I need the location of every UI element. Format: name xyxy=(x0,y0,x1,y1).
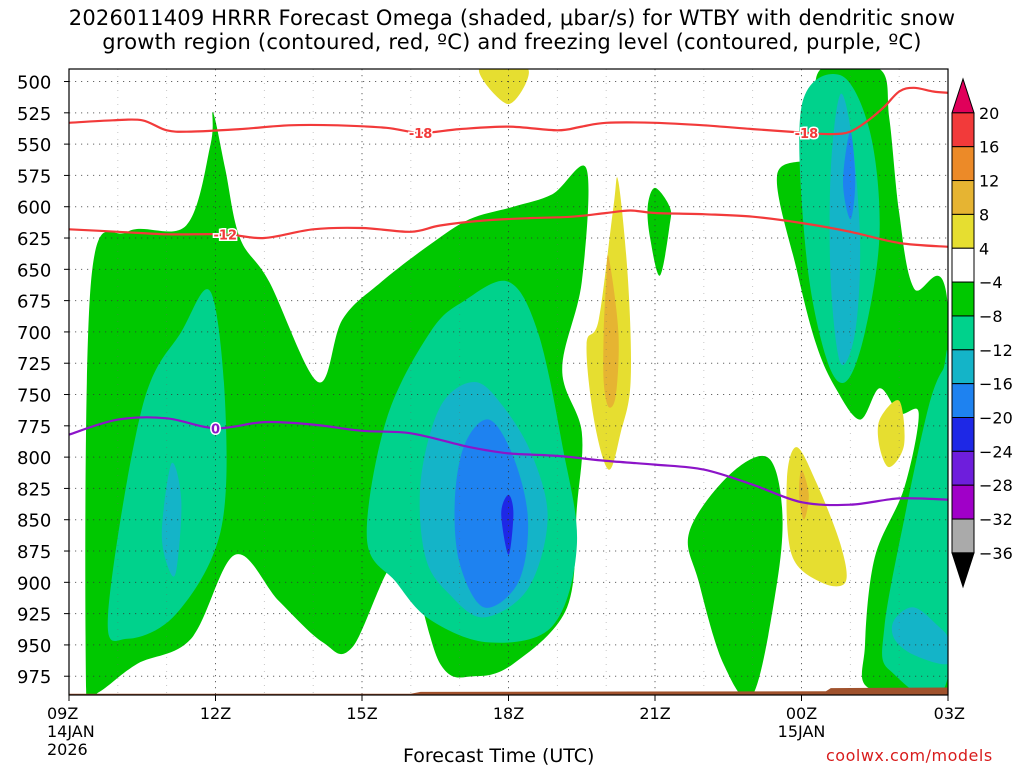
colorbar-top-arrow xyxy=(951,77,975,114)
x-tick-label-00Z: 00Z xyxy=(786,704,817,723)
x-tick-label-21Z: 21Z xyxy=(639,704,670,723)
colorbar-swatch-10 xyxy=(951,417,975,452)
x-tick-date-00Z: 15JAN xyxy=(778,722,826,741)
x-tick-label-15Z: 15Z xyxy=(346,704,377,723)
colorbar-label-1: 16 xyxy=(979,138,999,157)
colorbar-label-8: −16 xyxy=(979,375,1013,394)
colorbar-label-7: −12 xyxy=(979,341,1013,360)
colorbar-swatch-9 xyxy=(951,383,975,418)
y-tick-label-750: 750 xyxy=(17,386,51,407)
colorbar-label-12: −32 xyxy=(979,510,1013,529)
y-tick-label-925: 925 xyxy=(17,605,51,626)
colorbar: 20 16 12 8 4 −4 −8 −12 −16 −20 −24 −28 −32 −36 xyxy=(951,77,1013,589)
omega-region-plus8-19 xyxy=(603,254,619,408)
terrain-fill xyxy=(69,687,948,695)
omega-region-minus16-12 xyxy=(454,419,529,608)
x-tick-year-09Z: 2026 xyxy=(47,740,88,759)
colorbar-swatch-6 xyxy=(951,281,975,317)
colorbar-label-13: −36 xyxy=(979,544,1013,563)
contour-dendritic-minus12 xyxy=(69,209,948,248)
colorbar-label-0: 20 xyxy=(979,104,999,123)
colorbar-label-3: 8 xyxy=(979,205,989,224)
y-tick-label-500: 500 xyxy=(17,73,51,94)
colorbar-swatch-8 xyxy=(951,349,975,385)
terrain-strip xyxy=(69,687,948,695)
y-tick-label-900: 900 xyxy=(17,573,51,594)
y-tick-label-825: 825 xyxy=(17,479,51,500)
y-tick-label-725: 725 xyxy=(17,354,51,375)
x-tick-label-18Z: 18Z xyxy=(493,704,524,723)
y-tick-label-875: 875 xyxy=(17,542,51,563)
colorbar-swatch-3 xyxy=(951,180,975,215)
omega-region-plus4-15 xyxy=(479,69,529,105)
omega-region-minus8-7 xyxy=(882,349,948,695)
y-tick-label-550: 550 xyxy=(17,135,51,156)
y-tick-label-675: 675 xyxy=(17,292,51,313)
y-tick-label-575: 575 xyxy=(17,166,51,187)
contour-dendritic-minus18 xyxy=(69,86,948,136)
colorbar-label-11: −28 xyxy=(979,476,1013,495)
omega-region-minus4-2 xyxy=(647,187,672,276)
y-tick-label-850: 850 xyxy=(17,511,51,532)
y-tick-label-775: 775 xyxy=(17,417,51,438)
colorbar-swatch-13 xyxy=(951,518,975,554)
contour-label-dendritic-minus18-1: -18 xyxy=(795,127,819,142)
chart-title-line2: growth region (contoured, red, ºC) and f… xyxy=(102,30,922,54)
contour-layer: -18 -18 -12 0 xyxy=(69,86,948,507)
colorbar-swatch-5 xyxy=(951,247,975,283)
colorbar-bottom-arrow xyxy=(951,552,975,589)
colorbar-swatch-11 xyxy=(951,450,975,486)
x-tick-label-03Z: 03Z xyxy=(934,704,965,723)
x-axis-title: Forecast Time (UTC) xyxy=(403,745,595,767)
y-tick-label-800: 800 xyxy=(17,448,51,469)
y-tick-label-650: 650 xyxy=(17,260,51,281)
omega-region-minus8-4 xyxy=(107,289,227,641)
colorbar-label-10: −24 xyxy=(979,442,1013,461)
x-tick-label-12Z: 12Z xyxy=(200,704,231,723)
chart-title-line1: 2026011409 HRRR Forecast Omega (shaded, … xyxy=(68,6,956,30)
omega-region-plus4-18 xyxy=(877,400,905,468)
omega-region-minus4-1 xyxy=(687,455,783,695)
colorbar-swatch-2 xyxy=(951,146,975,182)
x-tick-date-09Z: 14JAN xyxy=(47,722,95,741)
y-tick-label-625: 625 xyxy=(17,229,51,250)
y-tick-label-950: 950 xyxy=(17,636,51,657)
gridlines xyxy=(69,69,948,695)
omega-shading-layer xyxy=(85,69,948,695)
y-tick-label-975: 975 xyxy=(17,667,51,688)
y-tick-label-600: 600 xyxy=(17,198,51,219)
y-tick-label-700: 700 xyxy=(17,323,51,344)
colorbar-swatch-12 xyxy=(951,484,975,520)
credit-link[interactable]: coolwx.com/models xyxy=(826,746,993,765)
colorbar-label-4: 4 xyxy=(979,239,989,258)
omega-region-minus12-11 xyxy=(891,607,948,665)
chart-title: 2026011409 HRRR Forecast Omega (shaded, … xyxy=(0,6,1024,54)
contour-label-dendritic-minus12-0: -12 xyxy=(214,228,238,243)
colorbar-swatch-1 xyxy=(951,112,975,148)
colorbar-swatch-4 xyxy=(951,213,975,249)
axes: 500 525 550 575 600 625 650 675 700 725 750 775 800 8… xyxy=(17,73,965,759)
colorbar-swatch-7 xyxy=(951,315,975,351)
omega-region-minus20-14 xyxy=(501,494,514,555)
contour-freezing-level xyxy=(69,416,948,507)
contour-label-dendritic-minus18-0: -18 xyxy=(409,127,433,142)
colorbar-label-5: −4 xyxy=(979,273,1003,292)
x-tick-label-09Z: 09Z xyxy=(47,704,78,723)
contour-label-freezing-level-0: 0 xyxy=(211,422,220,437)
colorbar-label-9: −20 xyxy=(979,409,1013,428)
colorbar-label-2: 12 xyxy=(979,172,999,191)
omega-region-plus4-17 xyxy=(786,447,847,587)
colorbar-label-6: −8 xyxy=(979,307,1003,326)
y-tick-label-525: 525 xyxy=(17,104,51,125)
